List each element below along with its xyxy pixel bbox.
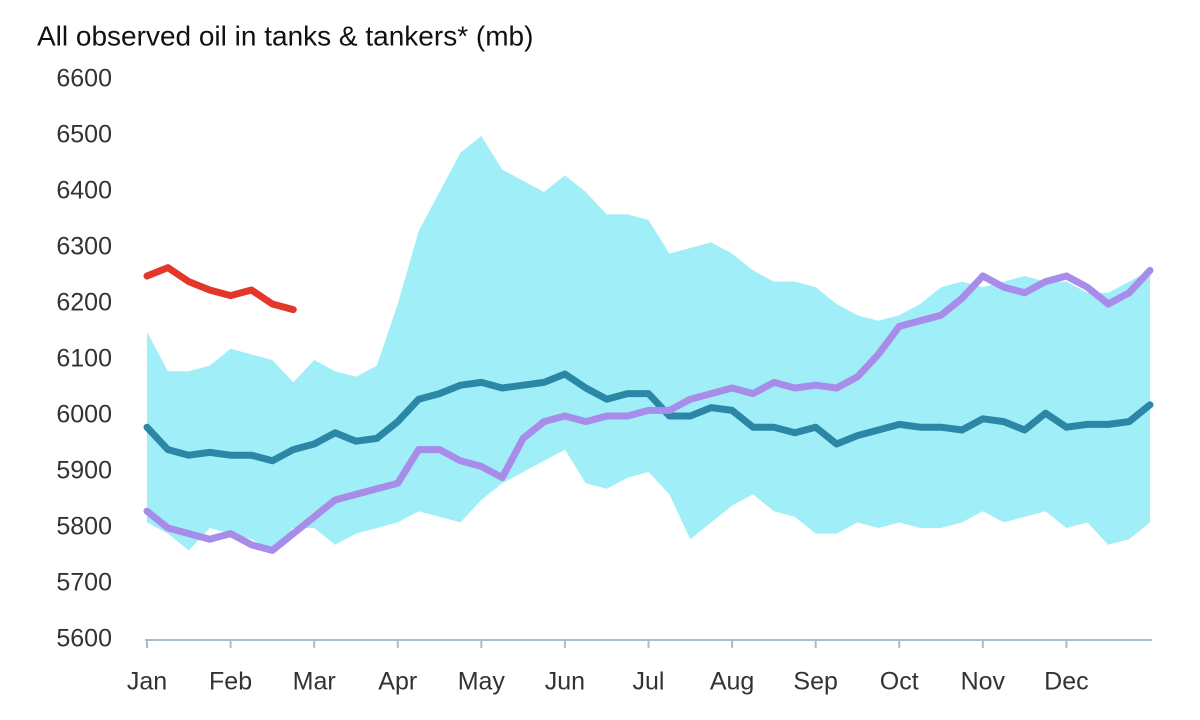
y-tick-label: 5800 — [56, 513, 112, 541]
x-tick-label: Jul — [633, 668, 665, 696]
y-tick-label: 6000 — [56, 401, 112, 429]
y-tick-label: 6100 — [56, 345, 112, 373]
series-line — [143, 370, 1154, 465]
x-tick-label: Mar — [293, 668, 336, 696]
y-tick-label: 6600 — [56, 65, 112, 93]
y-tick-label: 6300 — [56, 233, 112, 261]
x-tick-label: May — [458, 668, 506, 696]
y-tick-label: 5700 — [56, 569, 112, 597]
x-tick-label: Aug — [710, 668, 754, 696]
range-band — [147, 136, 1150, 551]
x-tick-label: Nov — [961, 668, 1006, 696]
x-tick-label: Jun — [545, 668, 585, 696]
x-tick-label: Jan — [127, 668, 167, 696]
y-tick-label: 5600 — [56, 625, 112, 653]
series-line — [143, 264, 297, 314]
x-tick-label: Feb — [209, 668, 252, 696]
chart-title: All observed oil in tanks & tankers* (mb… — [37, 20, 533, 51]
y-tick-label: 6400 — [56, 177, 112, 205]
x-tick-label: Apr — [378, 668, 417, 696]
y-tick-label: 6200 — [56, 289, 112, 317]
y-tick-label: 6500 — [56, 121, 112, 149]
x-tick-label: Oct — [880, 668, 919, 696]
series-line — [143, 266, 1154, 554]
x-tick-label: Dec — [1044, 668, 1088, 696]
y-tick-label: 5900 — [56, 457, 112, 485]
x-tick-label: Sep — [793, 668, 837, 696]
